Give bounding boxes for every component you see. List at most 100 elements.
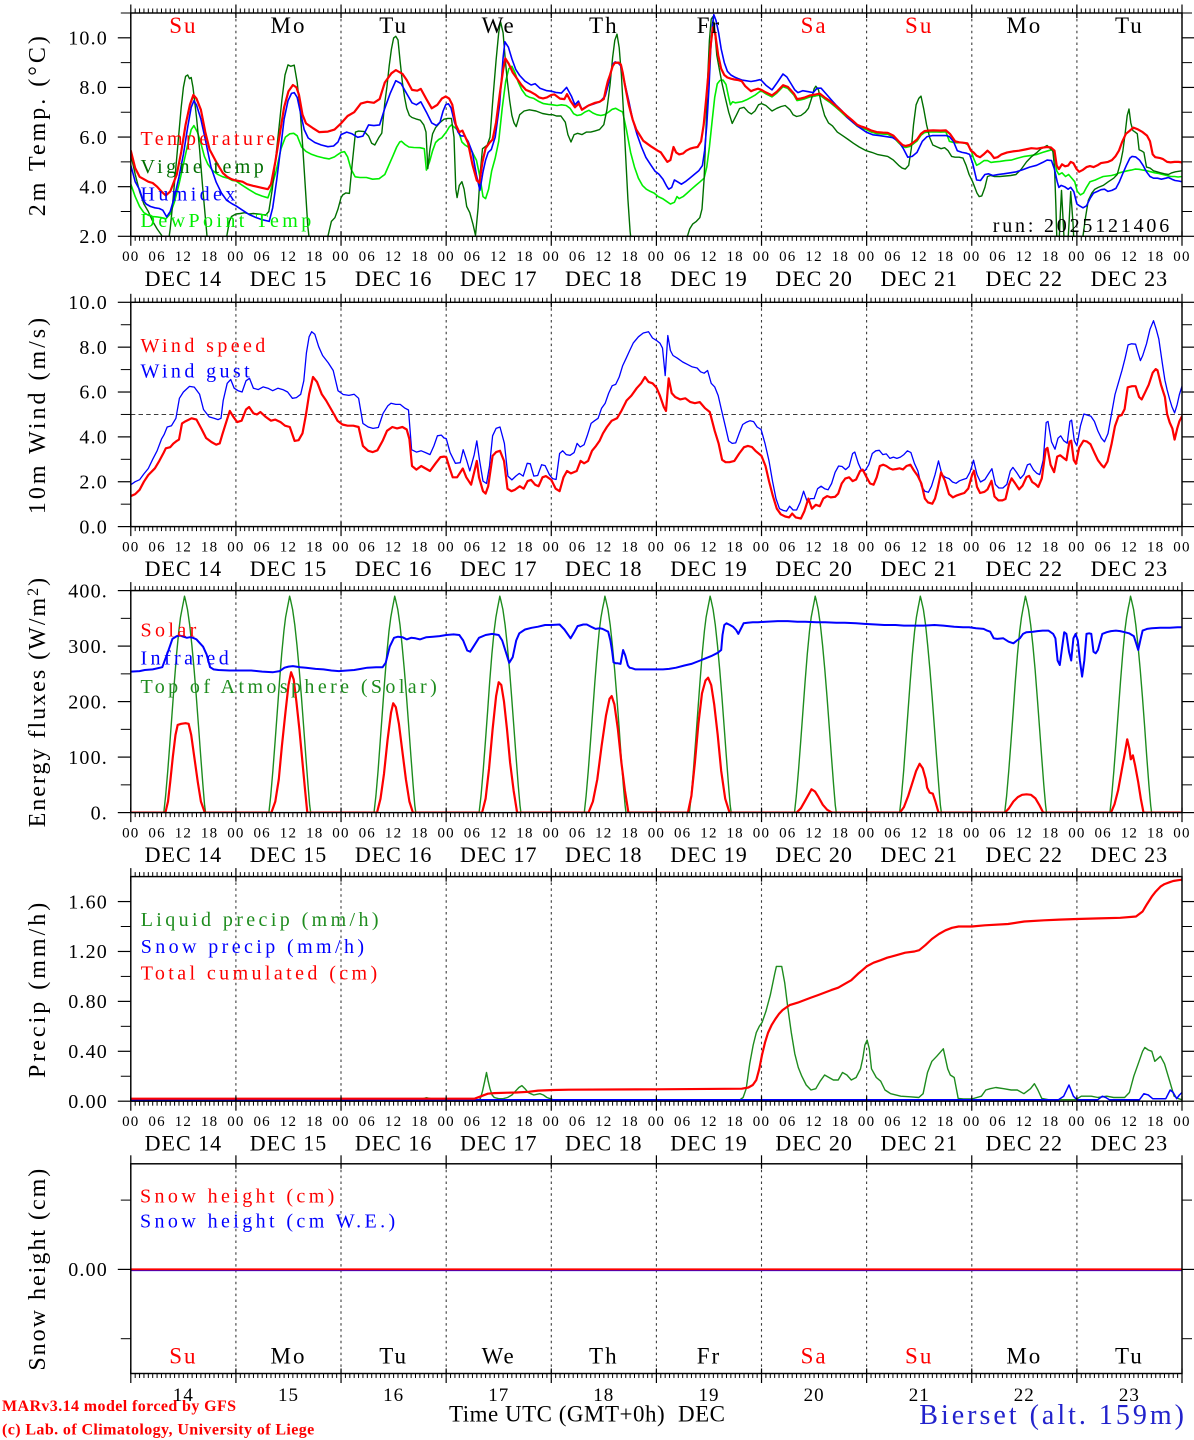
svg-text:06: 06	[569, 539, 586, 555]
svg-text:06: 06	[1094, 1114, 1111, 1130]
svg-text:12: 12	[490, 825, 507, 841]
svg-text:18: 18	[937, 539, 954, 555]
svg-text:00: 00	[648, 539, 665, 555]
svg-text:Sa: Sa	[801, 13, 828, 38]
svg-text:DEC 17: DEC 17	[460, 842, 538, 867]
svg-text:18: 18	[726, 249, 743, 265]
svg-text:00: 00	[122, 539, 139, 555]
svg-text:00: 00	[122, 249, 139, 265]
svg-text:18: 18	[201, 249, 218, 265]
svg-text:DEC 17: DEC 17	[460, 1131, 538, 1156]
svg-text:00: 00	[858, 539, 875, 555]
svg-text:DEC 18: DEC 18	[565, 556, 643, 581]
svg-text:06: 06	[779, 249, 796, 265]
svg-text:200.: 200.	[68, 691, 108, 713]
svg-text:18: 18	[411, 1114, 428, 1130]
svg-text:12: 12	[280, 825, 297, 841]
svg-text:18: 18	[201, 539, 218, 555]
svg-text:12: 12	[385, 539, 402, 555]
svg-text:18: 18	[726, 825, 743, 841]
svg-text:18: 18	[306, 249, 323, 265]
svg-text:06: 06	[464, 1114, 481, 1130]
svg-text:12: 12	[700, 825, 717, 841]
svg-text:Snow height (cm W.E.): Snow height (cm W.E.)	[140, 1211, 399, 1233]
svg-text:00: 00	[227, 1114, 244, 1130]
svg-text:12: 12	[280, 249, 297, 265]
svg-text:06: 06	[148, 825, 165, 841]
svg-text:00: 00	[1173, 825, 1190, 841]
svg-text:0.0: 0.0	[79, 516, 108, 538]
svg-text:DEC 19: DEC 19	[670, 556, 748, 581]
svg-text:00: 00	[543, 539, 560, 555]
svg-text:DEC 15: DEC 15	[250, 842, 328, 867]
svg-text:12: 12	[490, 1114, 507, 1130]
svg-text:17: 17	[488, 1385, 509, 1406]
svg-text:100.: 100.	[68, 747, 108, 769]
svg-text:8.0: 8.0	[79, 77, 108, 99]
svg-text:00: 00	[437, 539, 454, 555]
svg-text:18: 18	[516, 1114, 533, 1130]
svg-text:06: 06	[1094, 249, 1111, 265]
svg-text:18: 18	[1042, 249, 1059, 265]
svg-text:12: 12	[175, 1114, 192, 1130]
svg-text:300.: 300.	[68, 636, 108, 658]
svg-text:18: 18	[1147, 539, 1164, 555]
svg-text:Tu: Tu	[1115, 13, 1144, 38]
svg-text:06: 06	[464, 249, 481, 265]
svg-text:DEC 15: DEC 15	[250, 556, 328, 581]
svg-text:8.0: 8.0	[79, 337, 108, 359]
svg-text:10.0: 10.0	[68, 292, 108, 314]
svg-text:18: 18	[726, 539, 743, 555]
svg-text:06: 06	[464, 825, 481, 841]
svg-text:12: 12	[910, 1114, 927, 1130]
svg-text:run: 2025121406: run: 2025121406	[993, 215, 1172, 237]
svg-text:18: 18	[937, 825, 954, 841]
svg-text:12: 12	[805, 249, 822, 265]
svg-text:Sa: Sa	[801, 1344, 828, 1369]
svg-text:00: 00	[963, 825, 980, 841]
svg-text:00: 00	[858, 249, 875, 265]
svg-text:18: 18	[516, 539, 533, 555]
svg-text:Fr: Fr	[697, 1344, 721, 1369]
svg-text:06: 06	[253, 539, 270, 555]
svg-text:DEC 19: DEC 19	[670, 266, 748, 291]
svg-text:Snow height (cm): Snow height (cm)	[25, 1167, 51, 1371]
svg-text:12: 12	[700, 1114, 717, 1130]
svg-text:00: 00	[648, 1114, 665, 1130]
svg-text:18: 18	[1147, 1114, 1164, 1130]
svg-text:18: 18	[1147, 249, 1164, 265]
svg-text:00: 00	[1173, 249, 1190, 265]
svg-text:00: 00	[648, 249, 665, 265]
svg-text:DEC 20: DEC 20	[775, 556, 853, 581]
svg-text:DEC 17: DEC 17	[460, 556, 538, 581]
svg-text:06: 06	[464, 539, 481, 555]
svg-text:1.60: 1.60	[68, 891, 108, 913]
svg-text:12: 12	[175, 249, 192, 265]
svg-text:18: 18	[832, 539, 849, 555]
svg-text:18: 18	[201, 1114, 218, 1130]
svg-text:18: 18	[726, 1114, 743, 1130]
svg-text:00: 00	[437, 825, 454, 841]
svg-text:10.0: 10.0	[68, 28, 108, 50]
svg-text:06: 06	[359, 1114, 376, 1130]
svg-text:18: 18	[937, 1114, 954, 1130]
svg-text:We: We	[482, 1344, 516, 1369]
svg-text:4.0: 4.0	[79, 176, 108, 198]
svg-text:0.00: 0.00	[68, 1091, 108, 1113]
svg-text:00: 00	[963, 539, 980, 555]
svg-text:00: 00	[122, 1114, 139, 1130]
svg-text:DEC 16: DEC 16	[355, 266, 433, 291]
svg-text:12: 12	[700, 249, 717, 265]
svg-text:DEC 14: DEC 14	[145, 842, 223, 867]
svg-text:Time UTC (GMT+0h): Time UTC (GMT+0h)	[449, 1402, 665, 1427]
svg-text:06: 06	[253, 249, 270, 265]
svg-text:00: 00	[437, 249, 454, 265]
svg-text:MARv3.14 model forced by GFS: MARv3.14 model forced by GFS	[2, 1398, 236, 1415]
svg-text:00: 00	[1068, 249, 1085, 265]
svg-text:20: 20	[804, 1385, 825, 1406]
svg-text:18: 18	[306, 1114, 323, 1130]
svg-text:00: 00	[332, 249, 349, 265]
svg-text:12: 12	[385, 825, 402, 841]
svg-text:23: 23	[1119, 1385, 1140, 1406]
svg-text:00: 00	[227, 249, 244, 265]
